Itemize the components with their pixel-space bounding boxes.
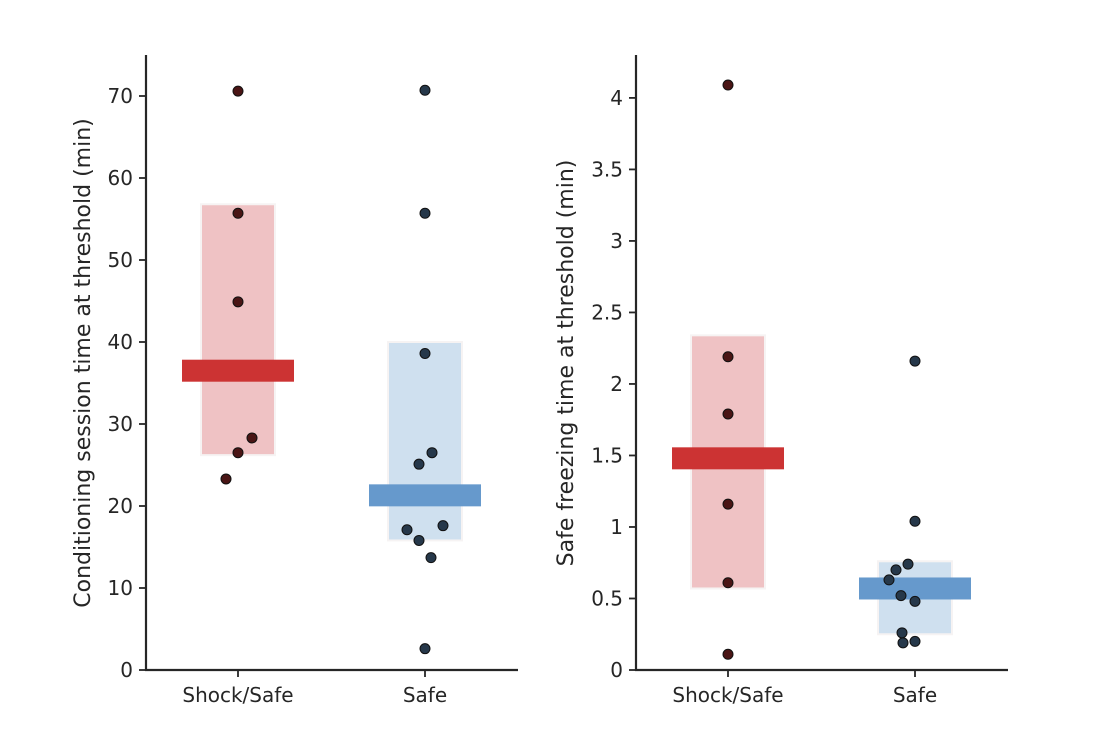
left-mean-bar-safe [369, 484, 481, 507]
left-x-tick-label: Safe [403, 683, 447, 707]
left-ci-bands [200, 203, 463, 542]
left-y-tick-label: 50 [108, 248, 133, 272]
left-y-tick-label: 30 [108, 412, 133, 436]
right-point-safe [897, 637, 909, 649]
left-point-safe [425, 552, 437, 564]
left-point-safe [419, 84, 431, 96]
right-point-shock-safe [722, 648, 734, 660]
left-point-safe [413, 458, 425, 470]
right-y-tick-label: 4 [610, 86, 623, 110]
left-point-shock-safe [232, 85, 244, 97]
right-y-tick-label: 2 [610, 372, 623, 396]
right-y-tick-label: 3 [610, 229, 623, 253]
right-y-axis-title: Safe freezing time at threshold (min) [554, 160, 579, 567]
right-y-tick-label: 0.5 [591, 586, 623, 610]
right-point-shock-safe [722, 577, 734, 589]
right-point-shock-safe [722, 79, 734, 91]
right-data-points [722, 79, 921, 660]
left-point-safe [413, 534, 425, 546]
right-point-safe [909, 595, 921, 607]
right-y-tick-label: 2.5 [591, 300, 623, 324]
right-point-safe [909, 635, 921, 647]
left-point-shock-safe [232, 296, 244, 308]
right-axes: 0 0.5 1 1.5 2 2.5 3 3.5 4 Shock/Safe Safe [591, 55, 1008, 707]
left-ci-band-shock-safe [200, 203, 276, 457]
right-point-safe [890, 564, 902, 576]
left-panel-session-time: Conditioning session time at threshold (… [71, 55, 518, 707]
right-x-tick-label: Shock/Safe [672, 683, 783, 707]
left-axes: 0 10 20 30 40 50 60 70 Shock/Safe Safe [108, 55, 518, 707]
left-y-tick-label: 0 [120, 658, 133, 682]
left-data-points [220, 84, 449, 655]
left-point-safe [419, 347, 431, 359]
left-point-shock-safe [246, 432, 258, 444]
right-y-tick-label: 0 [610, 658, 623, 682]
left-x-tick-label: Shock/Safe [182, 683, 293, 707]
left-point-safe [426, 447, 438, 459]
right-point-safe [883, 574, 895, 586]
left-y-tick-label: 20 [108, 494, 133, 518]
left-y-tick-label: 60 [108, 166, 133, 190]
left-mean-bars [182, 359, 481, 507]
right-point-shock-safe [722, 408, 734, 420]
left-point-shock-safe [232, 207, 244, 219]
left-point-safe [437, 520, 449, 532]
right-point-safe [895, 590, 907, 602]
left-mean-bar-shock-safe [182, 359, 294, 382]
right-mean-bar-shock-safe [672, 447, 784, 470]
left-point-safe [419, 643, 431, 655]
right-x-tick-label: Safe [893, 683, 937, 707]
right-y-tick-label: 3.5 [591, 157, 623, 181]
left-y-tick-label: 70 [108, 84, 133, 108]
right-y-tick-label: 1.5 [591, 443, 623, 467]
right-point-safe [896, 627, 908, 639]
right-y-tick-label: 1 [610, 515, 623, 539]
left-y-tick-label: 40 [108, 330, 133, 354]
right-point-safe [909, 515, 921, 527]
left-point-safe [401, 524, 413, 536]
right-point-safe [909, 355, 921, 367]
left-y-axis-title: Conditioning session time at threshold (… [71, 118, 96, 607]
left-point-shock-safe [220, 473, 232, 485]
left-point-safe [419, 207, 431, 219]
right-point-shock-safe [722, 351, 734, 363]
left-point-shock-safe [232, 447, 244, 459]
right-point-shock-safe [722, 498, 734, 510]
right-point-safe [902, 558, 914, 570]
right-panel-freezing-time: Safe freezing time at threshold (min) 00… [554, 55, 1008, 707]
left-ci-band-safe [387, 341, 463, 542]
left-y-tick-label: 10 [108, 576, 133, 600]
